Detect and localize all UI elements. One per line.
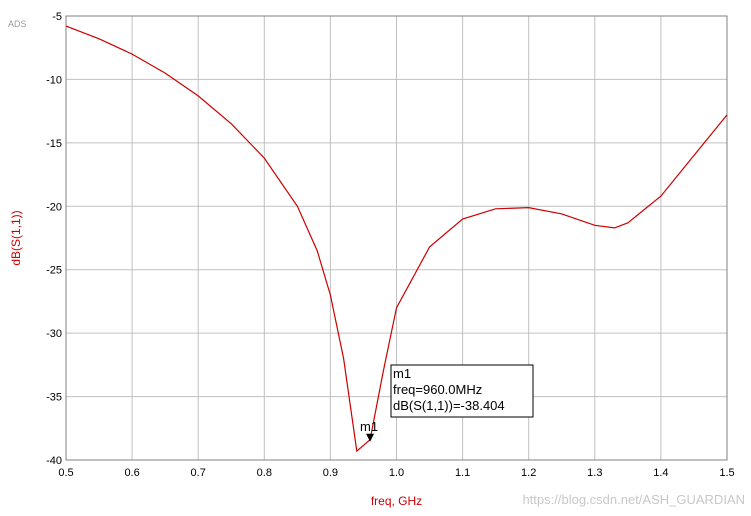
marker-label: m1 — [360, 419, 378, 434]
x-tick-label: 1.2 — [521, 467, 536, 479]
x-axis-label: freq, GHz — [371, 494, 422, 508]
series-layer — [65, 25, 728, 453]
x-tick-label: 1.5 — [719, 467, 734, 479]
y-tick-label: -40 — [46, 455, 62, 467]
x-tick-label: 1.0 — [389, 467, 404, 479]
y-tick-label: -15 — [46, 138, 62, 150]
marker-triangle-icon — [366, 433, 375, 442]
y-tick-label: -10 — [46, 74, 62, 86]
plot-frame — [65, 15, 728, 461]
x-tick-labels: 0.5 0.6 0.7 0.8 0.9 1.0 1.1 1.2 1.3 1.4 1.5 — [58, 467, 734, 479]
x-tick-label: 0.8 — [257, 467, 272, 479]
marker-readout-line: m1 — [393, 366, 411, 381]
y-tick-label: -20 — [46, 201, 62, 213]
x-tick-label: 0.6 — [124, 467, 139, 479]
series-line-s11 — [65, 25, 728, 453]
y-axis-label: dB(S(1,1)) — [9, 210, 23, 265]
x-tick-label: 1.4 — [653, 467, 668, 479]
x-tick-label: 1.1 — [455, 467, 470, 479]
x-tick-label: 0.5 — [58, 467, 73, 479]
y-tick-label: -30 — [46, 328, 62, 340]
y-tick-label: -25 — [46, 265, 62, 277]
ads-logo-text: ADS — [8, 19, 27, 29]
y-tick-labels: -5 -10 -15 -20 -25 -30 -35 -40 — [46, 11, 62, 467]
y-tick-label: -5 — [52, 11, 62, 23]
x-tick-label: 0.9 — [323, 467, 338, 479]
marker-readout-line: freq=960.0MHz — [393, 382, 482, 397]
marker-readout-line: dB(S(1,1))=-38.404 — [393, 398, 505, 413]
marker-readout-box — [390, 364, 534, 418]
x-tick-label: 1.3 — [587, 467, 602, 479]
y-tick-label: -35 — [46, 392, 62, 404]
watermark-text: https://blog.csdn.net/ASH_GUARDIAN — [522, 492, 745, 507]
x-tick-label: 0.7 — [191, 467, 206, 479]
